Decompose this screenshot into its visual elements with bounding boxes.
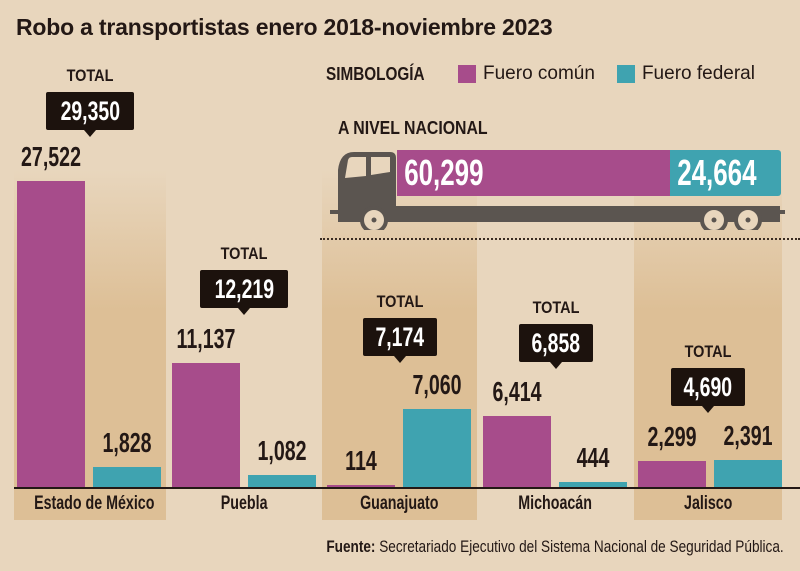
total-caption: TOTAL — [376, 292, 423, 311]
legend-swatch-federal — [616, 65, 635, 83]
category-label: Jalisco — [634, 489, 782, 521]
bar-comun — [17, 181, 85, 487]
value-label-federal: 1,082 — [257, 434, 307, 466]
bar-federal — [559, 482, 627, 487]
legend-title: SIMBOLOGÍA — [326, 63, 425, 84]
value-label-comun: 114 — [345, 445, 377, 476]
total-value-box: 6,858 — [518, 324, 593, 369]
total-value: 4,690 — [683, 372, 733, 402]
total-caption: TOTAL — [220, 244, 268, 263]
divider-dotted — [320, 238, 800, 240]
bar-federal — [714, 460, 782, 487]
category-text: Jalisco — [683, 493, 733, 514]
category-label: Guanajuato — [322, 489, 477, 521]
value-label-comun: 27,522 — [21, 141, 81, 172]
total-value: 7,174 — [375, 322, 424, 352]
bar-federal — [93, 466, 161, 487]
category-label: Michoacán — [477, 489, 634, 521]
value-label-federal: 444 — [576, 442, 610, 474]
bar-comun — [172, 363, 240, 487]
truck-icon — [330, 152, 785, 230]
category-text: Puebla — [220, 493, 268, 514]
value-label-federal: 1,828 — [102, 426, 152, 458]
national-bar-comun: 60,299 — [397, 150, 670, 196]
total-value-box: 12,219 — [200, 270, 288, 315]
category-text: Michoacán — [518, 493, 593, 514]
national-value-comun: 60,299 — [404, 152, 484, 193]
bar-comun — [483, 415, 551, 487]
legend-swatch-comun — [458, 65, 476, 83]
chart-title: Robo a transportistas enero 2018-noviemb… — [16, 14, 553, 40]
bar-federal — [403, 408, 471, 487]
total-value-box: 4,690 — [671, 368, 745, 413]
category-label: Puebla — [166, 489, 322, 521]
source-label: Fuente: — [326, 537, 376, 556]
value-label-comun: 6,414 — [492, 375, 542, 407]
total-caption: TOTAL — [66, 66, 114, 85]
bar-comun — [327, 485, 395, 487]
total-caption: TOTAL — [684, 342, 732, 361]
total-value: 29,350 — [60, 96, 120, 126]
total-value: 12,219 — [214, 274, 274, 304]
source-note: Fuente: Secretariado Ejecutivo del Siste… — [327, 537, 784, 557]
source-text: Secretariado Ejecutivo del Sistema Nacio… — [379, 537, 784, 556]
value-label-comun: 2,299 — [647, 421, 697, 453]
legend-label-comun: Fuero común — [483, 63, 595, 84]
national-value-federal: 24,664 — [677, 152, 757, 193]
total-value-box: 7,174 — [362, 318, 437, 363]
x-axis-baseline — [14, 487, 800, 489]
value-label-federal: 2,391 — [723, 420, 773, 452]
category-text: Estado de México — [34, 493, 155, 514]
total-value: 6,858 — [531, 328, 580, 358]
national-bar-federal: 24,664 — [670, 150, 781, 196]
bar-comun — [638, 461, 706, 487]
category-text: Guanajuato — [360, 493, 439, 514]
legend-label-federal: Fuero federal — [641, 63, 755, 84]
category-label: Estado de México — [14, 489, 166, 521]
total-caption: TOTAL — [532, 298, 579, 317]
national-title: A NIVEL NACIONAL — [338, 118, 488, 138]
bar-federal — [248, 474, 316, 487]
value-label-comun: 11,137 — [176, 323, 236, 355]
total-value-box: 29,350 — [46, 92, 134, 137]
value-label-federal: 7,060 — [412, 368, 462, 400]
legend: SIMBOLOGÍA Fuero común Fuero federal — [326, 63, 755, 85]
